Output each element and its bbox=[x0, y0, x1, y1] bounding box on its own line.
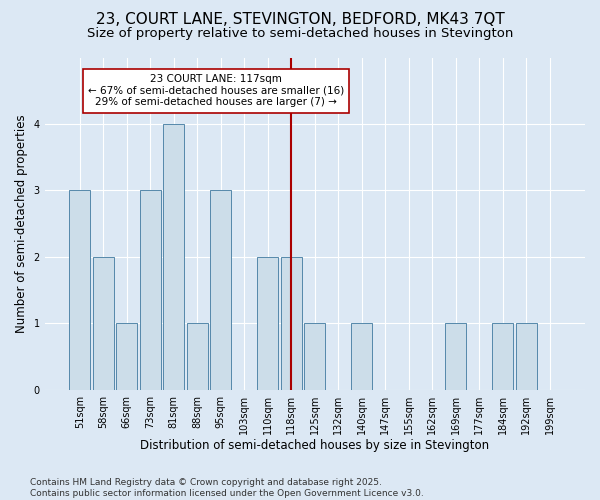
Bar bbox=[492, 324, 514, 390]
Bar bbox=[304, 324, 325, 390]
Y-axis label: Number of semi-detached properties: Number of semi-detached properties bbox=[15, 114, 28, 333]
Bar bbox=[445, 324, 466, 390]
Text: 23, COURT LANE, STEVINGTON, BEDFORD, MK43 7QT: 23, COURT LANE, STEVINGTON, BEDFORD, MK4… bbox=[95, 12, 505, 28]
Text: 23 COURT LANE: 117sqm
← 67% of semi-detached houses are smaller (16)
29% of semi: 23 COURT LANE: 117sqm ← 67% of semi-deta… bbox=[88, 74, 344, 108]
Bar bbox=[516, 324, 537, 390]
Bar bbox=[116, 324, 137, 390]
X-axis label: Distribution of semi-detached houses by size in Stevington: Distribution of semi-detached houses by … bbox=[140, 440, 490, 452]
Bar bbox=[351, 324, 373, 390]
Text: Contains HM Land Registry data © Crown copyright and database right 2025.
Contai: Contains HM Land Registry data © Crown c… bbox=[30, 478, 424, 498]
Bar bbox=[210, 190, 232, 390]
Bar bbox=[187, 324, 208, 390]
Bar bbox=[257, 257, 278, 390]
Bar bbox=[69, 190, 91, 390]
Bar bbox=[140, 190, 161, 390]
Text: Size of property relative to semi-detached houses in Stevington: Size of property relative to semi-detach… bbox=[87, 28, 513, 40]
Bar bbox=[281, 257, 302, 390]
Bar bbox=[93, 257, 114, 390]
Bar bbox=[163, 124, 184, 390]
